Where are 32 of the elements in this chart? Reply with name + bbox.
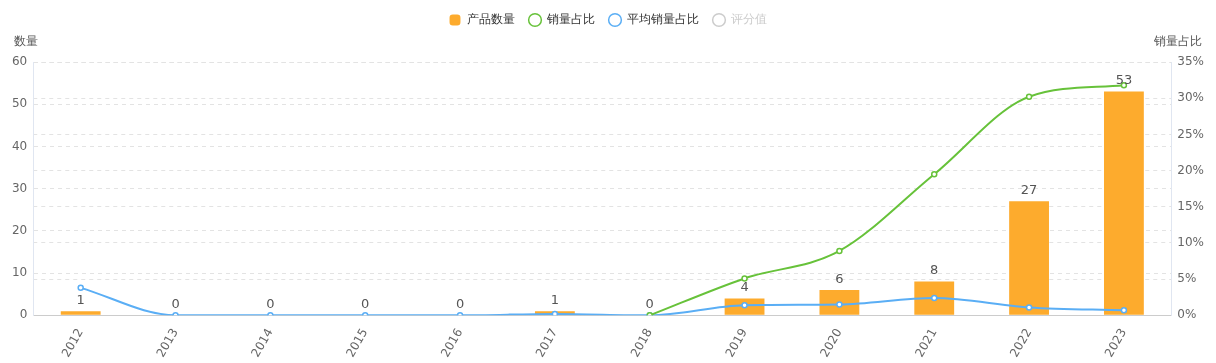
y-tick-label: 40 xyxy=(11,138,28,153)
data-label: 8 xyxy=(930,262,939,278)
y2-tick-label: 0% xyxy=(1177,307,1197,322)
y-tick-label: 30 xyxy=(11,180,28,195)
y-tick-label: 50 xyxy=(11,96,28,111)
y2-tick-label: 5% xyxy=(1177,271,1197,286)
y-tick-label: 20 xyxy=(11,223,28,238)
y2-tick-label: 30% xyxy=(1177,90,1204,105)
y2-tick-label: 20% xyxy=(1177,162,1204,177)
y-tick-label: 10 xyxy=(11,265,28,280)
data-label: 0 xyxy=(361,296,370,312)
data-label: 0 xyxy=(171,296,180,312)
y-axis-title: 数量 xyxy=(14,34,38,49)
legend-label: 产品数量 xyxy=(467,12,515,27)
data-label: 1 xyxy=(76,292,85,307)
data-label: 6 xyxy=(835,270,844,286)
data-label: 4 xyxy=(740,279,749,295)
data-label: 53 xyxy=(1115,72,1133,88)
y2-tick-label: 15% xyxy=(1177,198,1204,213)
data-label: 27 xyxy=(1020,182,1038,198)
y2-tick-label: 35% xyxy=(1177,54,1204,69)
legend-label: 销量占比 xyxy=(546,12,595,27)
y-tick-label: 60 xyxy=(11,54,28,69)
data-label: 1 xyxy=(550,292,560,307)
y2-tick-label: 25% xyxy=(1177,126,1204,141)
y-tick-label: 0 xyxy=(19,307,28,322)
data-label: 0 xyxy=(455,296,465,312)
y2-tick-label: 10% xyxy=(1177,235,1204,250)
legend-label: 平均销量占比 xyxy=(627,12,699,27)
data-label: 0 xyxy=(645,296,654,312)
y2-axis-title: 销量占比 xyxy=(1153,34,1202,49)
data-label: 0 xyxy=(266,296,275,312)
